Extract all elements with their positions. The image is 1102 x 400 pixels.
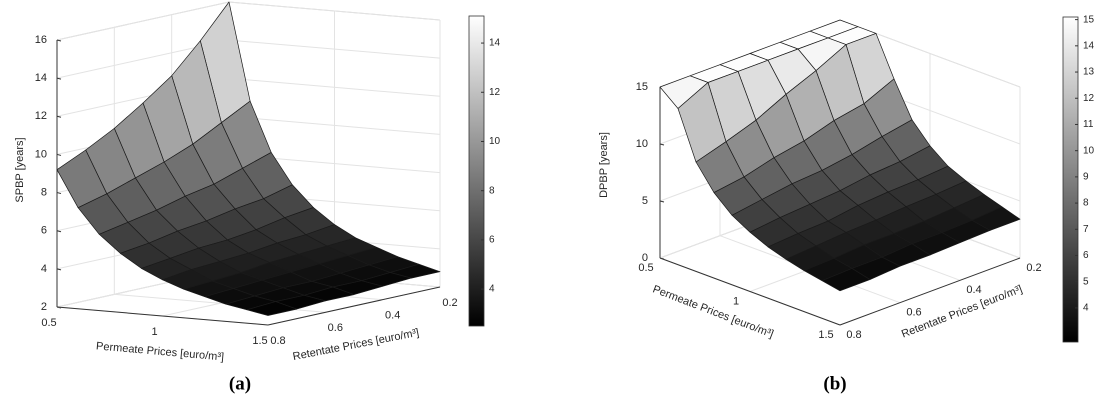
z-tick [56,230,62,233]
z-tick-label: 4 [41,263,47,275]
x-tick-label: 1.5 [818,329,833,341]
colorbar-tick-label: 4 [489,284,495,295]
x-axis [56,306,269,326]
x-tick-label: 1 [151,326,157,338]
surface-patch [246,301,298,316]
y-tick-label: 0.8 [846,329,861,341]
colorbar-tick-label: 14 [1083,40,1095,51]
z-tick-label: 12 [35,110,47,122]
z-tick [659,200,665,203]
z-tick [56,153,62,156]
x-axis [659,257,841,326]
colorbar-tick-label: 6 [489,235,495,246]
z-tick-label: 0 [642,252,648,264]
colorbar-tick-label: 7 [1083,224,1089,235]
z-tick-label: 15 [636,81,648,93]
z-tick-label: 6 [41,225,47,237]
z-tick-label: 10 [636,138,648,150]
colorbar-tick-label: 8 [489,185,495,196]
z-tick-label: 8 [41,186,47,198]
z-tick [56,77,62,80]
z-tick [56,192,62,195]
z-tick-label: 5 [642,195,648,207]
y-tick-label: 0.8 [270,335,285,347]
colorbar-tick-label: 14 [489,38,501,49]
x-tick-label: 1.5 [252,335,267,347]
z-tick [659,143,665,146]
colorbar [1062,16,1079,343]
z-tick-label: 10 [35,148,47,160]
z-tick [56,268,62,271]
colorbar-tick-label: 6 [1083,250,1089,261]
y-axis [839,257,1021,326]
surface-patch [821,268,871,292]
x-tick-label: 0.5 [41,317,56,329]
colorbar-tick-label: 9 [1083,172,1089,183]
z-axis-label: DPBP [years] [598,132,610,198]
colorbar-tick-label: 10 [489,136,501,147]
z-tick-label: 16 [35,34,47,46]
colorbar-tick-label: 4 [1083,303,1089,314]
colorbar-tick-label: 10 [1083,145,1095,156]
x-tick-label: 1 [733,295,739,307]
colorbar [468,15,485,327]
colorbar-tick-label: 11 [1083,119,1094,130]
y-tick-label: 0.6 [906,307,921,319]
colorbar-tick-label: 12 [489,87,501,98]
y-axis [267,286,441,326]
y-tick-label: 0.2 [1026,262,1041,274]
z-tick-label: 2 [41,301,47,313]
y-tick-label: 0.4 [385,310,400,322]
x-axis-label: Permeate Prices [euro/m³] [96,340,225,363]
y-tick-label: 0.6 [328,322,343,334]
colorbar-tick-label: 5 [1083,276,1089,287]
panel-label: (b) [823,373,846,394]
panel-label: (a) [229,373,251,394]
z-tick [56,39,62,42]
z-tick-label: 14 [35,72,47,84]
y-axis-label: Retentate Prices [euro/m³] [292,327,420,363]
y-tick-label: 0.2 [442,297,457,309]
y-tick-label: 0.4 [966,284,981,296]
z-tick [56,115,62,118]
colorbar-tick-label: 8 [1083,198,1089,209]
x-tick-label: 0.5 [638,262,653,274]
z-axis-label: SPBP [years] [14,137,26,202]
colorbar-tick-label: 13 [1083,67,1095,78]
colorbar-tick-label: 15 [1083,14,1095,25]
colorbar-tick-label: 12 [1083,93,1095,104]
x-axis-label: Permeate Prices [euro/m³] [651,283,775,340]
